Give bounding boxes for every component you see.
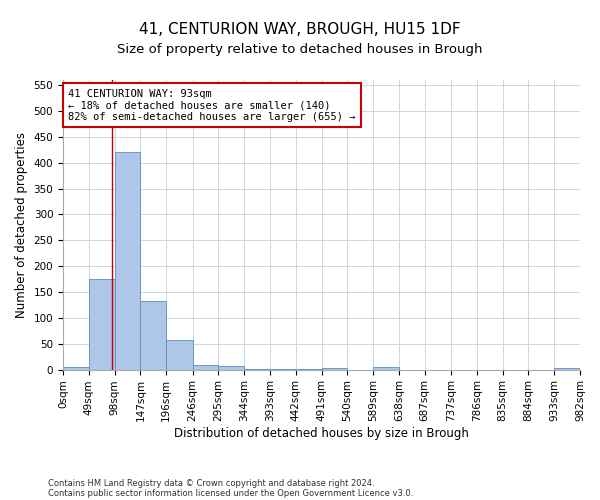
Bar <box>373 367 399 370</box>
Bar <box>322 368 347 370</box>
Text: Contains HM Land Registry data © Crown copyright and database right 2024.: Contains HM Land Registry data © Crown c… <box>48 478 374 488</box>
X-axis label: Distribution of detached houses by size in Brough: Distribution of detached houses by size … <box>174 427 469 440</box>
Bar <box>244 368 270 370</box>
Y-axis label: Number of detached properties: Number of detached properties <box>15 132 28 318</box>
Text: 41, CENTURION WAY, BROUGH, HU15 1DF: 41, CENTURION WAY, BROUGH, HU15 1DF <box>139 22 461 38</box>
Bar <box>140 302 166 370</box>
Bar <box>296 368 322 370</box>
Text: Size of property relative to detached houses in Brough: Size of property relative to detached ho… <box>117 42 483 56</box>
Bar <box>115 152 140 370</box>
Bar <box>270 368 296 370</box>
Bar <box>166 340 193 370</box>
Bar <box>193 366 218 370</box>
Bar <box>89 279 115 370</box>
Text: 41 CENTURION WAY: 93sqm
← 18% of detached houses are smaller (140)
82% of semi-d: 41 CENTURION WAY: 93sqm ← 18% of detache… <box>68 88 356 122</box>
Bar <box>554 368 580 370</box>
Bar <box>218 366 244 370</box>
Text: Contains public sector information licensed under the Open Government Licence v3: Contains public sector information licen… <box>48 488 413 498</box>
Bar <box>63 367 89 370</box>
